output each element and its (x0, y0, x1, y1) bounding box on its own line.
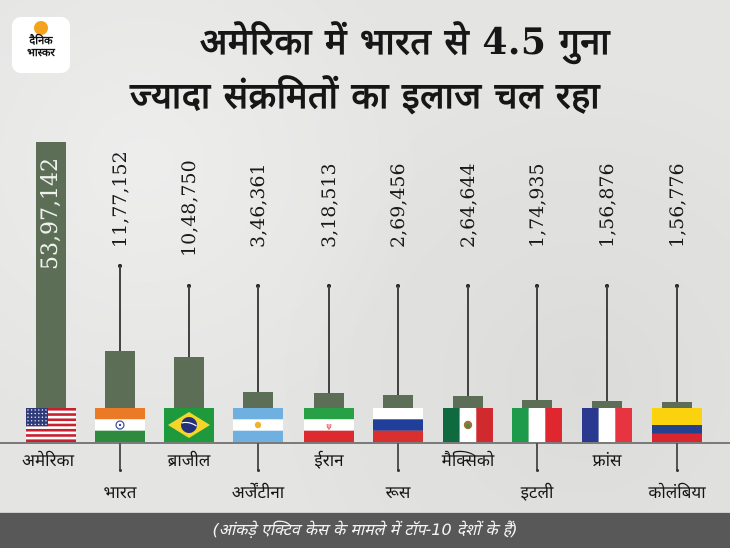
label-tick-dot (396, 469, 400, 472)
value-label: 53,97,142 (38, 158, 63, 270)
country-label: भारत (103, 483, 137, 503)
page-title-line1: अमेरिका में भारत से 4.5 गुना (199, 21, 611, 63)
flag-france-icon (582, 408, 632, 442)
leader-line (188, 286, 190, 357)
country-label: ईरान (314, 451, 344, 471)
label-tick-dot (535, 469, 539, 472)
label-tick-line (257, 443, 259, 470)
footnote: (आंकड़े एक्टिव केस के मामले में टॉप-10 द… (0, 512, 730, 548)
sun-icon (34, 21, 48, 35)
leader-line (119, 266, 121, 351)
country-label: मैक्सिको (441, 451, 495, 471)
bar (174, 357, 204, 410)
value-label: 1,74,935 (526, 163, 548, 248)
label-tick-line (397, 443, 399, 470)
bar (36, 142, 66, 410)
label-tick-dot (256, 469, 260, 472)
bar (662, 402, 692, 410)
leader-line (606, 286, 608, 401)
flag-russia-icon (373, 408, 423, 442)
value-label: 2,69,456 (387, 163, 409, 248)
value-label: 3,46,361 (247, 163, 269, 248)
flag-brazil-icon (164, 408, 214, 442)
value-label: 2,64,644 (457, 163, 479, 248)
country-label: कोलंबिया (648, 483, 706, 503)
value-label: 1,56,876 (596, 163, 618, 248)
leader-line (257, 286, 259, 392)
value-label: 1,56,776 (666, 163, 688, 248)
label-tick-line (676, 443, 678, 470)
chart-baseline (0, 442, 730, 444)
country-label: फ्रांस (592, 451, 622, 471)
bar (592, 401, 622, 410)
flag-mexico-icon (443, 408, 493, 442)
flag-india-icon (95, 408, 145, 442)
leader-line (467, 286, 469, 396)
flag-italy-icon (512, 408, 562, 442)
leader-line (676, 286, 678, 402)
label-tick-dot (675, 469, 679, 472)
leader-line (397, 286, 399, 395)
bar (453, 396, 483, 410)
country-label: रूस (385, 483, 411, 503)
bar (522, 400, 552, 410)
page-title-line2: ज्यादा संक्रमितों का इलाज चल रहा (129, 75, 601, 117)
flag-iran-icon: ψ (304, 408, 354, 442)
bar (243, 392, 273, 410)
flag-colombia-icon (652, 408, 702, 442)
bar (105, 351, 135, 410)
country-label: इटली (520, 483, 554, 503)
value-label: 3,18,513 (318, 163, 340, 248)
flag-usa-icon (26, 408, 76, 442)
value-label: 10,48,750 (178, 160, 200, 257)
label-tick-line (536, 443, 538, 470)
country-label: अर्जेंटीना (231, 483, 285, 503)
country-label: अमेरिका (22, 451, 74, 471)
dainik-bhaskar-logo: दैनिक भास्कर (12, 17, 70, 73)
flag-argentina-icon (233, 408, 283, 442)
leader-line (328, 286, 330, 393)
svg-text:ψ: ψ (326, 422, 331, 431)
leader-line (536, 286, 538, 400)
country-label: ब्राजील (167, 451, 211, 471)
logo-text-line2: भास्कर (27, 46, 55, 59)
label-tick-dot (118, 469, 122, 472)
logo-text-line1: दैनिक (29, 34, 53, 47)
bar (314, 393, 344, 410)
label-tick-line (119, 443, 121, 470)
value-label: 11,77,152 (109, 151, 131, 248)
bar (383, 395, 413, 410)
